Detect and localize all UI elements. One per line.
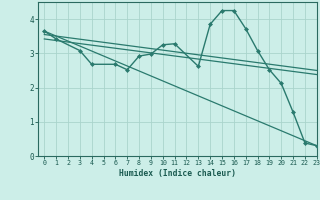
X-axis label: Humidex (Indice chaleur): Humidex (Indice chaleur)	[119, 169, 236, 178]
